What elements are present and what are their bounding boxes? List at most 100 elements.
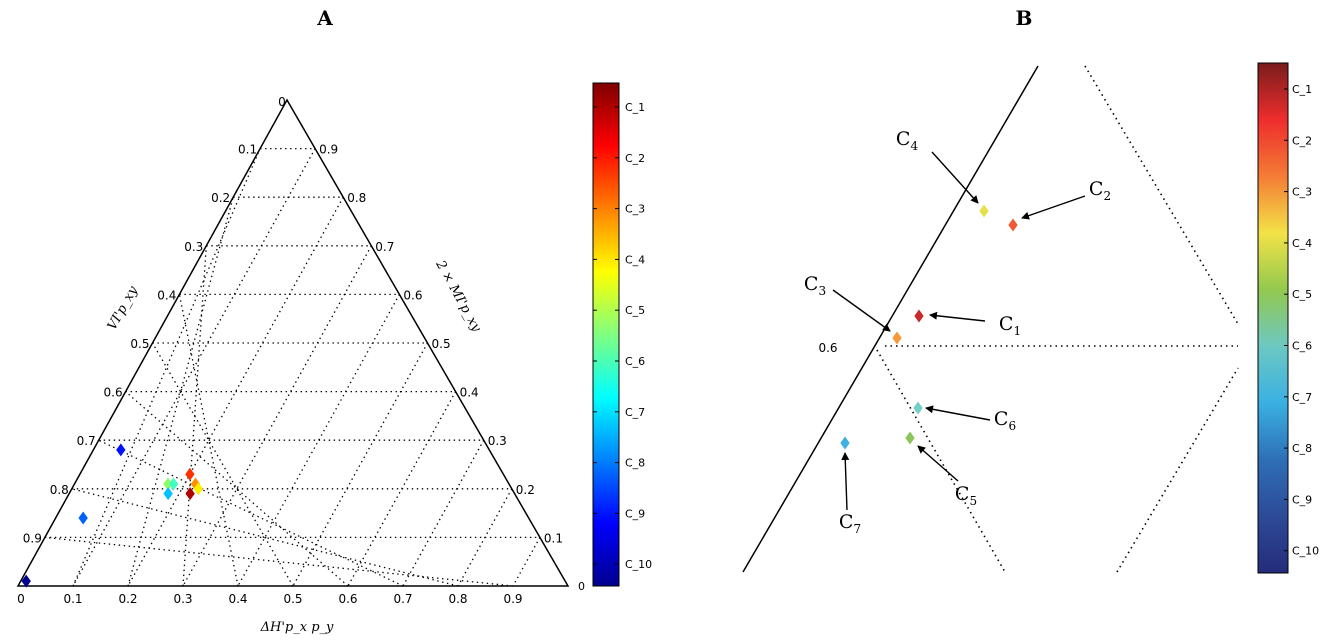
colorbar-a-label: C_9 [625, 507, 645, 520]
right-tick-label: 0.4 [460, 386, 479, 400]
annotation-arrow [929, 311, 986, 322]
colorbar-b-label: C_6 [1292, 340, 1312, 353]
data-point-c-10 [21, 574, 31, 588]
colorbar-a: C_1 C_2 C_3 C_4 C_5 C_6 C_7 C_8 C_9 C_10 0 [578, 82, 652, 593]
left-axis-label: VI'p_xy [105, 283, 142, 332]
colorbar-a-label: C_1 [625, 101, 645, 114]
right-tick-label: 0.1 [544, 531, 563, 545]
left-tick-label: 0.3 [184, 240, 203, 254]
right-tick-label: 0.2 [516, 483, 535, 497]
right-tick-label: 0.5 [432, 337, 451, 351]
bottom-tick-label: 0.1 [63, 592, 82, 606]
zoom-point-c2 [1008, 218, 1018, 232]
left-tick-label: 0.2 [211, 191, 230, 205]
colorbar-a-label: C_2 [625, 152, 645, 165]
colorbar-b-label: C_7 [1292, 391, 1312, 404]
annotation-arrow [1021, 195, 1086, 220]
zoom-dotted-line-3 [876, 349, 1006, 573]
bottom-tick-label: 0.2 [118, 592, 137, 606]
data-point-c-9 [116, 443, 126, 457]
bottom-tick-label: 0.9 [503, 592, 522, 606]
annotation-label-c1: C1 [999, 313, 1021, 338]
bottom-tick-label: 0.6 [338, 592, 357, 606]
ternary-grid [44, 147, 541, 587]
zoom-point-c3 [892, 331, 902, 345]
grid-line [71, 488, 459, 587]
data-point-c-6 [168, 477, 179, 491]
bottom-tick-label: 0 [17, 592, 25, 606]
colorbar-a-label: C_10 [625, 558, 652, 571]
data-point-c-2 [185, 467, 195, 481]
annotation-arrow [925, 405, 991, 421]
right-tick-label: 0.8 [347, 191, 366, 205]
grid-line [127, 196, 344, 587]
bottom-tick-label: 0.4 [228, 592, 247, 606]
zoom-solid-edge [742, 65, 1039, 573]
ternary-tick-labels: 0.1 0.2 0.3 0.4 0.5 0.6 0.7 0.8 0.9 0.9 0.8 0.7 0.6 0… [17, 143, 563, 606]
ternary-frame [16, 98, 570, 587]
bottom-axis-label: ΔH'p_x p_y [260, 620, 334, 635]
grid-line [44, 536, 514, 587]
annotation-label-c6: C6 [994, 408, 1016, 433]
left-tick-label: 0.1 [238, 143, 257, 157]
left-tick-label: 0.5 [130, 337, 149, 351]
left-tick-label: 0.4 [157, 288, 176, 302]
annotation-label-c7: C7 [839, 511, 861, 536]
grid-line [98, 439, 404, 587]
left-tick-label: 0.7 [77, 434, 96, 448]
zoom-point-c7 [840, 436, 850, 450]
colorbar-b-label: C_10 [1292, 545, 1319, 558]
colorbar-a-bottom-label: 0 [578, 580, 585, 593]
grid-line [125, 391, 349, 587]
colorbar-b: C_1 C_2 C_3 C_4 C_5 C_6 C_7 C_8 C_9 C_10 [1257, 62, 1319, 574]
annotation-arrow [931, 151, 979, 204]
colorbar-b-label: C_5 [1292, 288, 1312, 301]
zoom-dotted-line-1 [1084, 65, 1239, 325]
right-tick-label: 0.7 [375, 240, 394, 254]
zoom-point-c1 [914, 309, 924, 323]
panel-b: B 0.6 C1 C2 C3 C4 C5 C6 C7 [742, 6, 1239, 573]
right-tick-label: 0.3 [488, 434, 507, 448]
colorbar-a-labels: C_1 C_2 C_3 C_4 C_5 C_6 C_7 C_8 C_9 C_10 [593, 101, 652, 571]
bottom-tick-label: 0.3 [173, 592, 192, 606]
grid-line [182, 245, 207, 587]
triangle-outline [16, 98, 570, 587]
data-point-c-5 [163, 477, 173, 491]
grid-line [512, 537, 541, 587]
zoom-point-c6 [913, 401, 923, 415]
colorbar-b-label: C_9 [1292, 493, 1312, 506]
grid-line [292, 342, 429, 587]
colorbar-a-label: C_4 [625, 253, 645, 266]
annotation-arrow [841, 452, 850, 511]
colorbar-a-gradient [592, 82, 620, 587]
left-tick-label: 0.8 [50, 483, 69, 497]
zoom-points-and-annotations: C1 C2 C3 C4 C5 C6 C7 [804, 128, 1111, 536]
annotation-label-c3: C3 [804, 273, 826, 298]
grid-line [72, 148, 316, 587]
colorbar-b-label: C_8 [1292, 442, 1312, 455]
bottom-tick-label: 0.7 [393, 592, 412, 606]
right-tick-label: 0.9 [319, 143, 338, 157]
panel-b-label: B [1016, 6, 1033, 30]
annotation-arrow [832, 289, 891, 332]
colorbar-a-label: C_7 [625, 406, 645, 419]
annotation-label-c2: C2 [1089, 178, 1111, 203]
annotation-label-c4: C4 [896, 128, 919, 153]
zoom-point-c4 [979, 204, 989, 218]
data-point-c-7 [163, 487, 173, 501]
left-tick-label: 0.6 [104, 386, 123, 400]
right-axis-label: 2 × MI'p_xy [432, 257, 484, 335]
panel-a-label: A [316, 6, 333, 30]
apex-label: 0 [278, 95, 286, 109]
colorbar-b-gradient [1257, 62, 1289, 574]
panel-a: A 0.10.20.30.40.50.60.70.80.90.90.80.70.… [16, 6, 570, 635]
data-point-c-8 [78, 511, 88, 525]
grid-line [182, 245, 372, 587]
bottom-tick-label: 0.5 [283, 592, 302, 606]
left-tick-label: 0.9 [23, 531, 42, 545]
grid-line [402, 439, 485, 587]
colorbar-a-label: C_6 [625, 355, 645, 368]
colorbar-a-label: C_5 [625, 304, 645, 317]
colorbar-a-label: C_3 [625, 203, 645, 216]
